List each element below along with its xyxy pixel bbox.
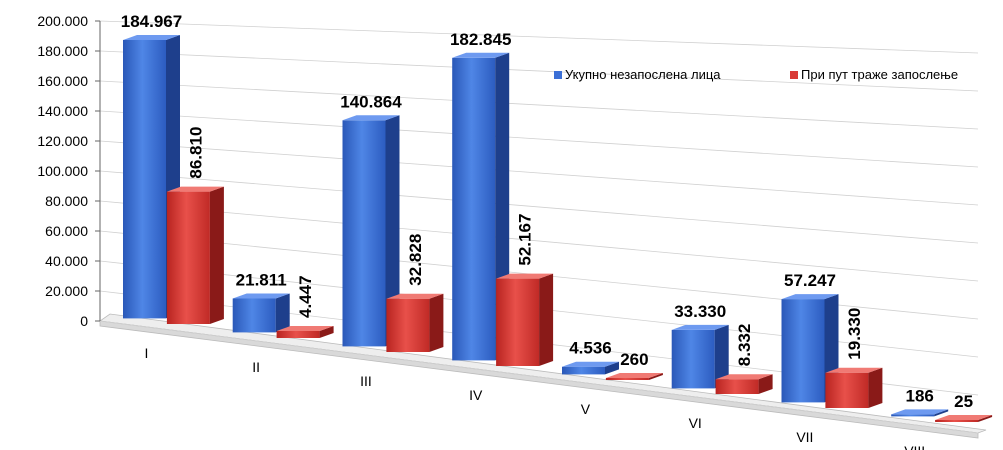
y-tick-label: 200.000 (37, 13, 88, 29)
y-tick-label: 180.000 (37, 43, 88, 59)
legend-swatch-series-1 (554, 71, 562, 79)
bar-first-time-IV (496, 278, 540, 366)
data-label: 19.330 (845, 308, 864, 360)
bar-top (715, 374, 773, 380)
gridline (99, 170, 979, 244)
data-label: 4.447 (296, 275, 315, 318)
y-tick-label: 20.000 (45, 283, 88, 299)
bar-top (123, 35, 180, 40)
gridline (99, 200, 979, 282)
bar-top (166, 186, 224, 192)
bar-side (319, 326, 334, 338)
gridline (99, 110, 979, 168)
gridline (99, 140, 979, 206)
bar-first-time-II (276, 331, 320, 338)
bar-top (496, 273, 554, 279)
bar-first-time-VII (825, 372, 869, 408)
bar-top (386, 293, 444, 299)
bar-top (825, 367, 883, 373)
bar-top (605, 373, 663, 378)
data-label: 186 (906, 386, 934, 405)
bar-top (562, 361, 619, 367)
bar-total-III (342, 120, 386, 347)
bar-side (275, 293, 290, 333)
bar-total-VI (671, 329, 715, 389)
bar-first-time-VIII (935, 420, 979, 422)
category-label: VI (689, 415, 702, 431)
bar-top (935, 415, 993, 420)
bar-first-time-III (386, 298, 430, 352)
bar-first-time-VI (715, 379, 759, 394)
bar-top (342, 115, 400, 121)
data-label: 52.167 (516, 214, 535, 266)
data-label: 32.828 (406, 234, 425, 286)
bar-side (539, 273, 554, 366)
bar-top (232, 293, 290, 299)
y-tick-label: 160.000 (37, 73, 88, 89)
data-label: 21.811 (236, 271, 287, 290)
bars (123, 35, 993, 422)
category-label: III (360, 373, 372, 389)
bar-side (429, 293, 444, 352)
gridline (99, 50, 979, 92)
bar-top (452, 52, 510, 58)
y-tick-label: 0 (80, 313, 88, 329)
bar-side (209, 186, 224, 324)
y-tick-label: 60.000 (45, 223, 88, 239)
bar-top (276, 326, 334, 331)
bar-first-time-V (605, 378, 649, 380)
bar-side (714, 324, 729, 389)
y-tick-label: 140.000 (37, 103, 88, 119)
bar-total-VIII (891, 414, 935, 417)
y-tick-label: 120.000 (37, 133, 88, 149)
category-labels: IIIIIIIVVVIVIIVIII (144, 345, 925, 450)
data-label: 182.845 (450, 30, 511, 49)
data-label: 8.332 (735, 324, 754, 367)
bar-side (978, 415, 993, 422)
y-axis: 0 20.000 40.000 60.000 80.000 100.000 120.000 1… (37, 13, 101, 329)
category-label: V (581, 401, 591, 417)
category-label: VII (796, 429, 813, 445)
legend-label-series-2: При пут траже запослење (801, 67, 958, 82)
bar-total-I (123, 40, 166, 319)
y-tick-label: 80.000 (45, 193, 88, 209)
gridline (99, 80, 979, 130)
bar-total-IV (452, 57, 496, 361)
bar-top (891, 409, 949, 415)
data-label: 140.864 (340, 92, 402, 111)
bar-total-V (562, 366, 605, 375)
bar-total-VII (781, 299, 825, 403)
data-label: 184.967 (121, 12, 182, 31)
legend-swatch-series-2 (790, 71, 798, 79)
bar-side (934, 409, 949, 417)
category-label: II (252, 359, 260, 375)
data-label: 33.330 (674, 302, 726, 321)
bar-side (605, 361, 619, 375)
y-tick-label: 40.000 (45, 253, 88, 269)
legend: Укупно незапослена лица При пут траже за… (554, 67, 958, 82)
bar-first-time-I (166, 191, 210, 324)
legend-label-series-1: Укупно незапослена лица (565, 67, 721, 82)
bar-side (648, 373, 663, 380)
data-label: 57.247 (784, 271, 836, 290)
gridline (99, 320, 979, 434)
y-tick-label: 100.000 (37, 163, 88, 179)
gridline (99, 20, 979, 54)
category-label: VIII (904, 443, 925, 450)
bar-side (868, 367, 883, 408)
data-label: 86.810 (186, 127, 205, 179)
bar-top (671, 324, 729, 330)
bar-top (781, 294, 839, 300)
category-label: IV (469, 387, 483, 403)
bar-side (385, 115, 400, 347)
data-label: 260 (620, 350, 648, 369)
bar-total-II (232, 298, 276, 333)
bar-side (758, 374, 773, 394)
category-label: I (144, 345, 148, 361)
data-label: 25 (954, 392, 973, 411)
data-label: 4.536 (569, 339, 612, 358)
data-labels: 184.967 86.810 21.811 4.447 140.864 32.828 182… (121, 12, 973, 411)
